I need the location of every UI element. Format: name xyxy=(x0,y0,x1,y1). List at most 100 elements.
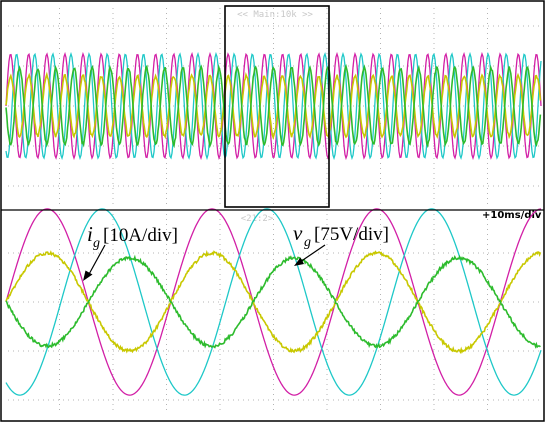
grid-dot xyxy=(59,369,60,370)
grid-dot xyxy=(59,334,60,335)
grid-dot xyxy=(448,302,449,303)
grid-dot xyxy=(378,400,379,401)
grid-dot xyxy=(103,146,104,147)
grid-dot xyxy=(434,33,435,34)
grid-dot xyxy=(273,58,274,59)
grid-dot xyxy=(458,302,459,303)
grid-dot xyxy=(166,369,167,370)
grid-dot xyxy=(113,183,114,184)
grid-dot xyxy=(183,186,184,187)
grid-dot xyxy=(220,409,221,410)
grid-dot xyxy=(223,400,224,401)
grid-dot xyxy=(59,319,60,320)
grid-dot xyxy=(59,344,60,345)
grid-dot xyxy=(78,253,79,254)
grid-dot xyxy=(220,279,221,280)
grid-dot xyxy=(273,344,274,345)
grid-dot xyxy=(113,274,114,275)
grid-dot xyxy=(327,339,328,340)
grid-dot xyxy=(308,253,309,254)
grid-dot xyxy=(220,178,221,179)
grid-dot xyxy=(503,186,504,187)
grid-dot xyxy=(58,66,59,67)
grid-dot xyxy=(538,146,539,147)
grid-dot xyxy=(113,158,114,159)
grid-dot xyxy=(273,38,274,39)
grid-dot xyxy=(380,98,381,99)
grid-dot xyxy=(327,269,328,270)
grid-dot xyxy=(59,359,60,360)
grid-dot xyxy=(388,302,389,303)
grid-dot xyxy=(168,400,169,401)
vg-scale: [75V/div] xyxy=(314,224,389,245)
grid-dot xyxy=(273,103,274,104)
grid-dot xyxy=(59,203,60,204)
grid-dot xyxy=(166,354,167,355)
grid-dot xyxy=(273,98,274,99)
grid-dot xyxy=(113,203,114,204)
grid-dot xyxy=(273,289,274,290)
grid-dot xyxy=(333,400,334,401)
grid-dot xyxy=(508,351,509,352)
grid-dot xyxy=(183,26,184,27)
grid-dot xyxy=(220,354,221,355)
grid-dot xyxy=(166,404,167,405)
grid-dot xyxy=(380,113,381,114)
grid-dot xyxy=(43,146,44,147)
grid-dot xyxy=(118,26,119,27)
grid-dot xyxy=(434,43,435,44)
grid-dot xyxy=(220,63,221,64)
grid-dot xyxy=(193,302,194,303)
grid-dot xyxy=(327,108,328,109)
grid-dot xyxy=(38,146,39,147)
grid-dot xyxy=(188,26,189,27)
grid-dot xyxy=(208,106,209,107)
grid-dot xyxy=(358,400,359,401)
grid-dot xyxy=(518,66,519,67)
grid-dot xyxy=(323,400,324,401)
grid-dot xyxy=(434,404,435,405)
grid-dot xyxy=(220,123,221,124)
grid-dot xyxy=(498,351,499,352)
grid-dot xyxy=(288,26,289,27)
grid-dot xyxy=(83,106,84,107)
grid-dot xyxy=(393,351,394,352)
grid-dot xyxy=(28,400,29,401)
grid-dot xyxy=(220,389,221,390)
grid-dot xyxy=(123,146,124,147)
grid-dot xyxy=(293,186,294,187)
grid-dot xyxy=(434,163,435,164)
grid-dot xyxy=(220,219,221,220)
grid-dot xyxy=(148,66,149,67)
grid-dot xyxy=(18,253,19,254)
grid-dot xyxy=(483,351,484,352)
grid-dot xyxy=(434,153,435,154)
grid-dot xyxy=(327,183,328,184)
grid-dot xyxy=(380,264,381,265)
grid-dot xyxy=(273,324,274,325)
grid-dot xyxy=(98,146,99,147)
grid-dot xyxy=(380,269,381,270)
grid-dot xyxy=(434,264,435,265)
grid-dot xyxy=(188,351,189,352)
grid-dot xyxy=(113,173,114,174)
grid-dot xyxy=(158,400,159,401)
grid-dot xyxy=(59,384,60,385)
grid-dot xyxy=(273,128,274,129)
grid-dot xyxy=(348,400,349,401)
grid-dot xyxy=(98,186,99,187)
grid-dot xyxy=(53,106,54,107)
grid-dot xyxy=(288,106,289,107)
grid-dot xyxy=(358,253,359,254)
grid-dot xyxy=(113,369,114,370)
grid-dot xyxy=(33,146,34,147)
grid-dot xyxy=(43,351,44,352)
grid-dot xyxy=(273,329,274,330)
grid-dot xyxy=(434,394,435,395)
grid-dot xyxy=(13,351,14,352)
grid-dot xyxy=(220,33,221,34)
grid-dot xyxy=(59,284,60,285)
grid-dot xyxy=(138,351,139,352)
grid-dot xyxy=(338,146,339,147)
grid-dot xyxy=(453,400,454,401)
